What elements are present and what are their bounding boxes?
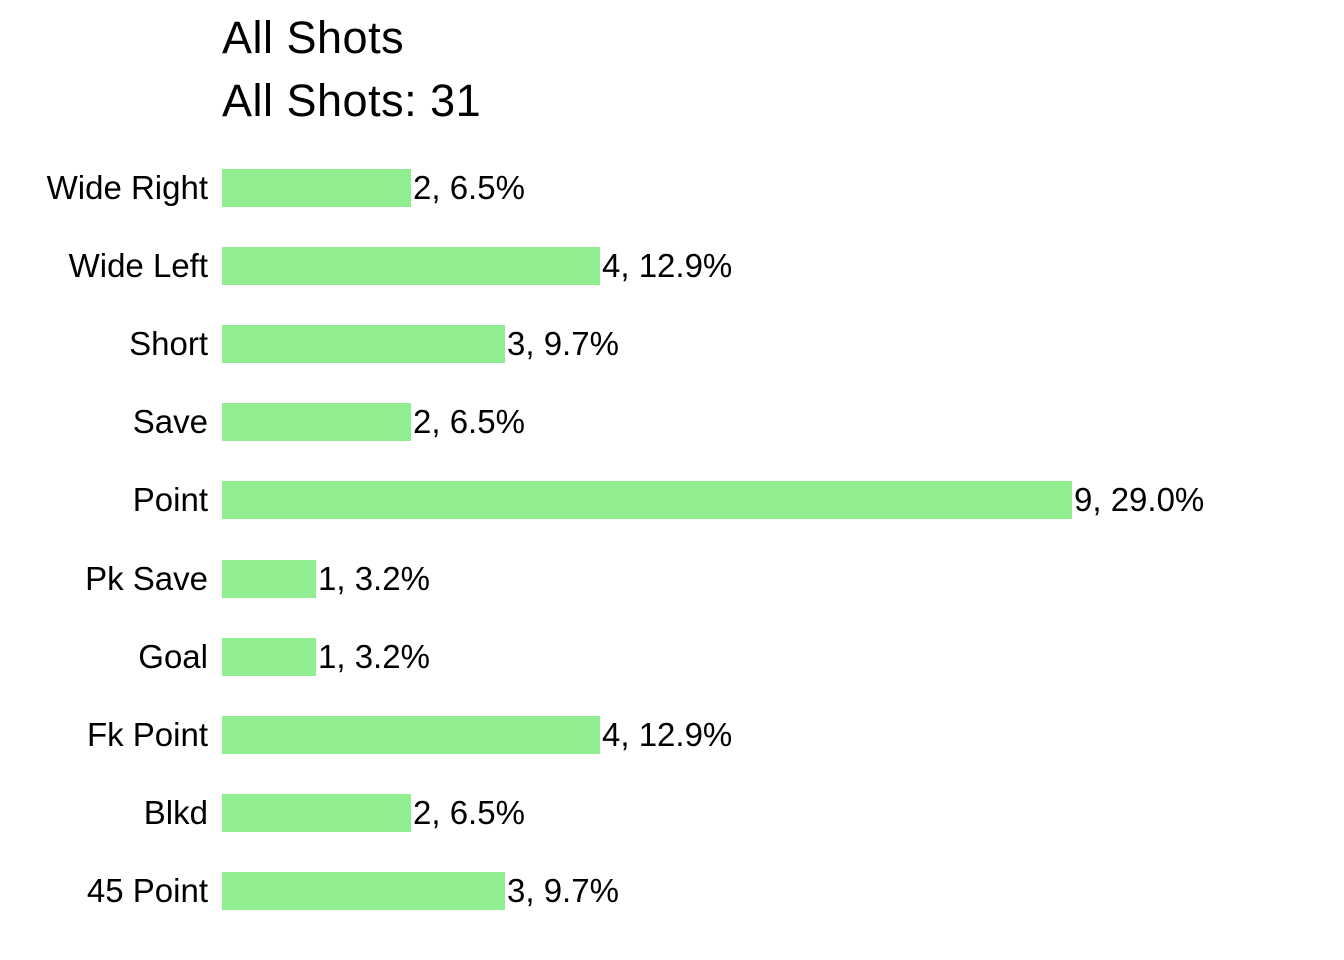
bar xyxy=(222,716,600,754)
bar-row: Wide Left 4, 12.9% xyxy=(0,247,1344,285)
bar xyxy=(222,247,600,285)
category-label: Fk Point xyxy=(86,716,208,753)
bar-row: Point 9, 29.0% xyxy=(0,481,1344,519)
category-label: Goal xyxy=(138,638,208,675)
bar-value-label: 4, 12.9% xyxy=(602,247,733,284)
chart-header: All Shots All Shots: 31 xyxy=(222,6,481,132)
bar-row: Short 3, 9.7% xyxy=(0,325,1344,363)
bar xyxy=(222,325,505,363)
bar-value-label: 2, 6.5% xyxy=(413,794,525,831)
bar-value-label: 9, 29.0% xyxy=(1074,481,1205,518)
bar-row: Save 2, 6.5% xyxy=(0,403,1344,441)
bar-value-label: 3, 9.7% xyxy=(507,325,619,362)
category-label: Point xyxy=(132,481,208,518)
bar-value-label: 3, 9.7% xyxy=(507,872,619,909)
category-label: Wide Left xyxy=(68,247,208,284)
bar-row: Goal 1, 3.2% xyxy=(0,638,1344,676)
chart-subtitle: All Shots: 31 xyxy=(222,75,482,126)
bar-row: Wide Right 2, 6.5% xyxy=(0,169,1344,207)
bar xyxy=(222,403,411,441)
category-label: Save xyxy=(132,403,208,440)
category-label: 45 Point xyxy=(86,872,208,909)
bar-value-label: 2, 6.5% xyxy=(413,169,525,206)
bar-row: 45 Point 3, 9.7% xyxy=(0,872,1344,910)
bar xyxy=(222,169,411,207)
category-label: Wide Right xyxy=(46,169,208,206)
category-label: Pk Save xyxy=(85,560,208,597)
bar xyxy=(222,560,316,598)
bar-row: Pk Save 1, 3.2% xyxy=(0,560,1344,598)
bar-value-label: 1, 3.2% xyxy=(318,638,430,675)
bar-value-label: 4, 12.9% xyxy=(602,716,733,753)
bar xyxy=(222,638,316,676)
category-label: Blkd xyxy=(143,794,208,831)
bar-value-label: 2, 6.5% xyxy=(413,403,525,440)
bar xyxy=(222,481,1072,519)
bar xyxy=(222,872,505,910)
category-label: Short xyxy=(129,325,208,362)
bar xyxy=(222,794,411,832)
bar-value-label: 1, 3.2% xyxy=(318,560,430,597)
bar-row: Blkd 2, 6.5% xyxy=(0,794,1344,832)
bar-row: Fk Point 4, 12.9% xyxy=(0,716,1344,754)
chart-title: All Shots xyxy=(222,12,405,63)
